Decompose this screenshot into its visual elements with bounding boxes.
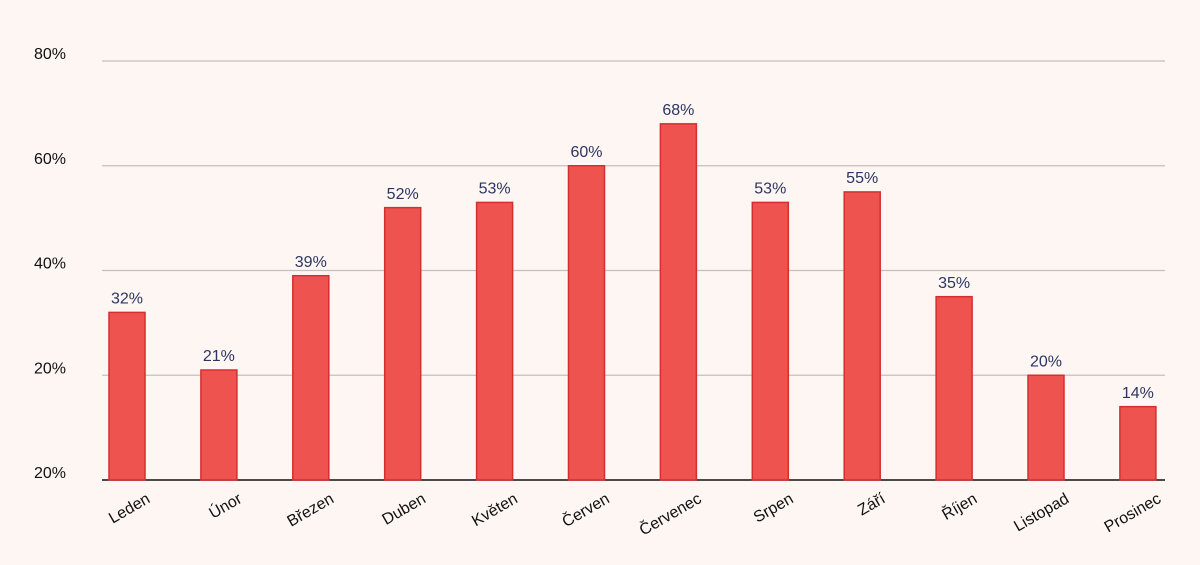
x-tick-label: Prosinec (1102, 490, 1164, 536)
y-tick-label: 20% (34, 360, 66, 377)
x-tick-label: Květen (469, 490, 521, 530)
bar (1027, 374, 1065, 481)
y-tick-label: 80% (34, 46, 66, 63)
x-tick-label: Srpen (751, 490, 796, 526)
x-tick-label: Únor (205, 488, 245, 522)
bar (659, 123, 698, 481)
x-tick-label: Leden (106, 490, 153, 527)
x-tick-label: Duben (379, 490, 428, 528)
x-tick-label: Září (855, 490, 889, 519)
value-label: 55% (846, 170, 878, 187)
bar (843, 191, 881, 481)
x-tick-label: Červenec (636, 489, 705, 540)
x-tick-label: Březen (284, 490, 336, 530)
x-tick-label: Červen (558, 489, 612, 531)
value-label: 53% (479, 181, 511, 198)
bar (935, 295, 973, 481)
value-label: 20% (1030, 353, 1062, 370)
value-label: 60% (570, 144, 602, 161)
y-tick-label: 60% (34, 151, 66, 168)
bar (200, 369, 238, 481)
y-tick-label: 20% (34, 465, 66, 482)
x-tick-label: Listopad (1011, 490, 1072, 535)
value-label: 53% (754, 181, 786, 198)
bar (292, 274, 330, 481)
bar (108, 311, 146, 481)
bar (383, 206, 422, 481)
value-label: 39% (295, 254, 327, 271)
y-tick-label: 40% (34, 256, 66, 273)
value-label: 35% (938, 275, 970, 292)
value-label: 52% (387, 186, 419, 203)
value-label: 21% (203, 348, 235, 365)
x-tick-label: Říjen (938, 489, 980, 524)
bar (567, 165, 606, 481)
bar (475, 201, 514, 481)
value-label: 32% (111, 291, 143, 308)
bar (1119, 405, 1157, 481)
value-label: 68% (662, 102, 694, 119)
value-label: 14% (1122, 385, 1154, 402)
bar (751, 201, 790, 481)
